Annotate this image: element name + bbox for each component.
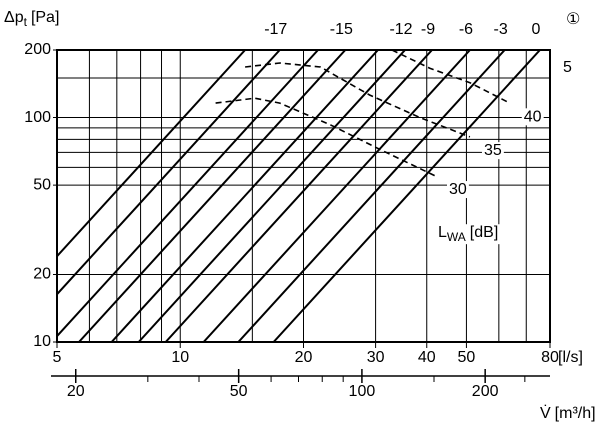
x-tick-label: 50 [458, 349, 476, 366]
x2-axis-symbol: V̇ [540, 404, 551, 422]
x2-tick-label: 200 [472, 383, 499, 400]
system-line-label: -9 [421, 21, 435, 38]
y-tick-label: 200 [24, 41, 51, 58]
y-tick-label: 100 [24, 109, 51, 126]
y-axis-symbol: Δp [4, 9, 24, 26]
x-tick-label: 30 [367, 349, 385, 366]
system-line [237, 50, 506, 342]
x-tick-label: 10 [171, 349, 189, 366]
system-line-label: -17 [264, 21, 287, 38]
sound-level-label: 35 [484, 142, 502, 159]
system-line [137, 50, 406, 342]
system-line-label: -6 [459, 21, 473, 38]
x2-axis-unit: [m³/h] [555, 405, 596, 422]
x2-tick-label: 50 [230, 383, 248, 400]
y-tick-label: 20 [33, 266, 51, 283]
legend-title-unit: [dB] [470, 224, 498, 241]
y-axis-unit: [Pa] [31, 9, 59, 26]
system-line [164, 50, 433, 342]
system-line [57, 50, 246, 258]
label-background [481, 142, 504, 160]
plot-frame [56, 49, 551, 343]
y-axis-subscript: t [24, 15, 28, 29]
legend-title: LWA [dB] [438, 224, 498, 244]
system-line [78, 50, 347, 342]
system-line-label: 0 [531, 21, 540, 38]
x-axis-unit: [l/s] [558, 349, 583, 366]
label-background [521, 108, 544, 126]
system-line [202, 50, 471, 342]
sound-level-curve [245, 62, 471, 138]
side-label: 5 [563, 59, 572, 76]
system-line-label: -12 [389, 21, 412, 38]
sound-level-label: 30 [449, 181, 467, 198]
sound-level-curve [391, 49, 511, 104]
x2-axis-label: V̇ [m³/h] [540, 404, 596, 422]
x-tick-label: 80 [541, 349, 559, 366]
legend-title-main: L [438, 224, 447, 241]
label-background [447, 181, 469, 199]
x2-tick-label: 20 [67, 383, 85, 400]
y-tick-label: 10 [33, 333, 51, 350]
y-tick-label: 50 [33, 176, 51, 193]
system-line-label: -15 [330, 21, 353, 38]
x2-tick-label: 100 [349, 383, 376, 400]
x-tick-label: 20 [295, 349, 313, 366]
plot-area [57, 50, 541, 342]
system-line [110, 50, 379, 342]
sound-level-label: 40 [524, 108, 542, 125]
system-line [57, 50, 281, 296]
system-line [272, 50, 541, 342]
system-line-label: -3 [494, 21, 508, 38]
legend-title-sub: WA [447, 230, 466, 244]
system-line [57, 50, 319, 338]
sound-level-curve [215, 97, 436, 177]
x-tick-label: 5 [53, 349, 62, 366]
y-axis-label: Δpt [Pa] [4, 9, 59, 29]
x-tick-label: 40 [418, 349, 436, 366]
label-background [436, 224, 501, 245]
marker: ① [566, 11, 580, 28]
